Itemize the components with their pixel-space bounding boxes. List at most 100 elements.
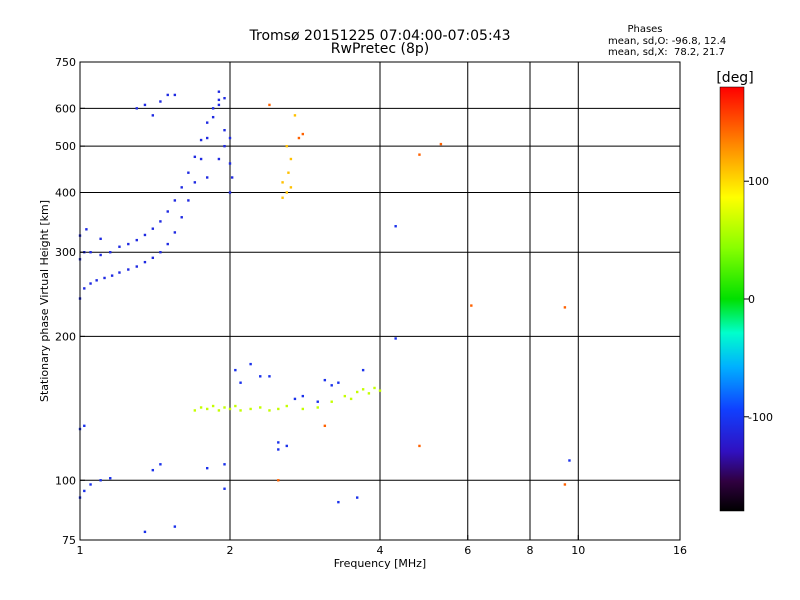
grid-lines — [80, 62, 680, 540]
data-point — [223, 96, 226, 100]
data-point — [223, 406, 226, 409]
data-point — [217, 98, 221, 102]
data-point — [337, 500, 340, 504]
data-point — [228, 191, 232, 194]
data-point — [180, 216, 183, 219]
data-point — [249, 407, 252, 411]
data-point — [143, 260, 147, 264]
y-tick-label: 750 — [55, 56, 76, 69]
y-tick-label: 200 — [55, 330, 76, 343]
data-point — [211, 107, 215, 110]
data-point — [159, 463, 162, 466]
data-point — [289, 157, 293, 161]
y-tick-label: 600 — [55, 102, 76, 115]
colorbar-tick-label: 0 — [748, 293, 755, 306]
data-point — [228, 162, 232, 165]
data-point — [223, 463, 226, 466]
data-point — [193, 409, 197, 412]
data-point — [230, 176, 234, 179]
x-tick-label: 2 — [227, 544, 234, 557]
data-point — [249, 362, 252, 366]
data-point — [259, 406, 262, 409]
data-point — [143, 530, 147, 534]
data-point — [394, 337, 397, 340]
data-point — [95, 279, 98, 282]
data-point — [159, 100, 162, 103]
data-point — [316, 406, 319, 409]
data-point — [285, 404, 288, 408]
data-point — [285, 191, 288, 194]
data-point — [228, 407, 232, 411]
data-point — [83, 489, 86, 493]
data-point — [159, 220, 162, 223]
data-point — [418, 444, 421, 448]
data-point — [99, 253, 102, 257]
y-tick-label: 75 — [62, 534, 76, 547]
data-point — [205, 407, 209, 411]
x-axis-label: Frequency [MHz] — [334, 557, 426, 570]
data-point — [301, 132, 305, 136]
data-point — [301, 394, 305, 398]
data-point — [268, 375, 271, 378]
data-point — [277, 448, 280, 451]
data-point — [268, 409, 271, 412]
data-point — [439, 142, 443, 146]
data-point — [205, 466, 209, 470]
data-point — [110, 274, 114, 277]
x-tick-label: 6 — [464, 544, 471, 557]
data-point — [173, 199, 177, 202]
data-point — [99, 479, 102, 482]
data-point — [223, 144, 226, 148]
x-tick-label: 4 — [377, 544, 384, 557]
data-point — [563, 306, 567, 309]
data-point — [89, 282, 92, 285]
x-tick-label: 16 — [673, 544, 687, 557]
data-point — [99, 237, 102, 241]
x-tick-label: 8 — [527, 544, 534, 557]
y-tick-label: 100 — [55, 474, 76, 487]
data-point — [187, 171, 190, 174]
data-point — [277, 479, 280, 482]
data-point — [563, 483, 567, 486]
data-point — [166, 210, 169, 213]
data-point — [143, 103, 147, 107]
data-point — [277, 441, 280, 444]
data-point — [223, 487, 226, 490]
data-points — [78, 90, 571, 534]
data-point — [199, 157, 203, 161]
data-point — [217, 409, 221, 412]
data-point — [166, 93, 169, 97]
y-axis-label: Stationary phase Virtual Height [km] — [38, 200, 51, 402]
data-point — [316, 400, 319, 403]
data-point — [193, 155, 197, 159]
colorbar-tick-label: -100 — [748, 411, 773, 424]
data-point — [211, 115, 215, 119]
y-tick-label: 500 — [55, 140, 76, 153]
data-point — [259, 375, 262, 378]
data-point — [151, 114, 155, 117]
data-point — [187, 199, 190, 202]
data-point — [293, 114, 297, 117]
data-point — [173, 231, 177, 234]
data-point — [89, 251, 92, 254]
data-point — [127, 268, 130, 271]
x-tick-label: 1 — [77, 544, 84, 557]
data-point — [159, 251, 162, 254]
data-point — [135, 238, 138, 242]
data-point — [234, 368, 237, 372]
colorbar — [719, 86, 745, 512]
data-point — [281, 181, 284, 184]
data-point — [301, 407, 305, 411]
data-point — [367, 392, 371, 395]
data-point — [289, 186, 293, 189]
data-point — [323, 378, 327, 382]
data-point — [287, 171, 290, 174]
data-point — [223, 128, 226, 132]
data-point — [199, 406, 203, 409]
stats-heading: Phases — [627, 24, 662, 35]
chart-title: Tromsø 20151225 07:04:00-07:05:43 — [249, 28, 511, 44]
data-point — [293, 397, 297, 401]
data-point — [109, 251, 112, 254]
data-point — [89, 483, 92, 486]
x-axis-ticks: 1 2 4 6 8 10 16 — [77, 535, 687, 557]
